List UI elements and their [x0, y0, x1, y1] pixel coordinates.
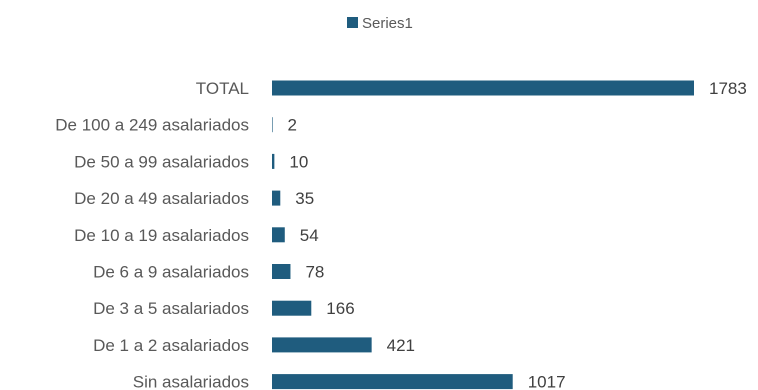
- legend: Series1: [347, 15, 413, 32]
- bar-7: [272, 337, 372, 353]
- bar-8: [272, 374, 513, 390]
- category-labels: TOTAL De 100 a 249 asalariados De 50 a 99 …: [55, 79, 249, 390]
- value-label-8: 1017: [528, 373, 566, 390]
- bars-group: [272, 80, 694, 390]
- category-label-3: De 20 a 49 asalariados: [74, 189, 249, 208]
- value-label-5: 78: [305, 263, 324, 282]
- category-label-4: De 10 a 19 asalariados: [74, 226, 249, 245]
- category-label-7: De 1 a 2 asalariados: [93, 336, 249, 355]
- category-label-2: De 50 a 99 asalariados: [74, 152, 249, 171]
- category-label-1: De 100 a 249 asalariados: [55, 116, 249, 135]
- category-label-6: De 3 a 5 asalariados: [93, 299, 249, 318]
- value-label-1: 2: [287, 116, 296, 135]
- value-label-4: 54: [300, 226, 319, 245]
- value-label-6: 166: [326, 299, 354, 318]
- category-label-5: De 6 a 9 asalariados: [93, 263, 249, 282]
- bar-4: [272, 227, 285, 243]
- legend-label-series1: Series1: [362, 15, 413, 32]
- bar-2: [272, 153, 275, 169]
- bar-5: [272, 264, 291, 279]
- legend-swatch-series1: [347, 17, 358, 28]
- bar-6: [272, 300, 312, 316]
- value-label-2: 10: [289, 152, 308, 171]
- bar-3: [272, 190, 281, 206]
- bar-1: [272, 117, 273, 133]
- category-label-8: Sin asalariados: [133, 373, 249, 390]
- value-label-3: 35: [295, 189, 314, 208]
- value-label-0: 1783: [709, 79, 747, 98]
- bar-0: [272, 80, 694, 96]
- value-label-7: 421: [387, 336, 415, 355]
- category-label-0: TOTAL: [196, 79, 249, 98]
